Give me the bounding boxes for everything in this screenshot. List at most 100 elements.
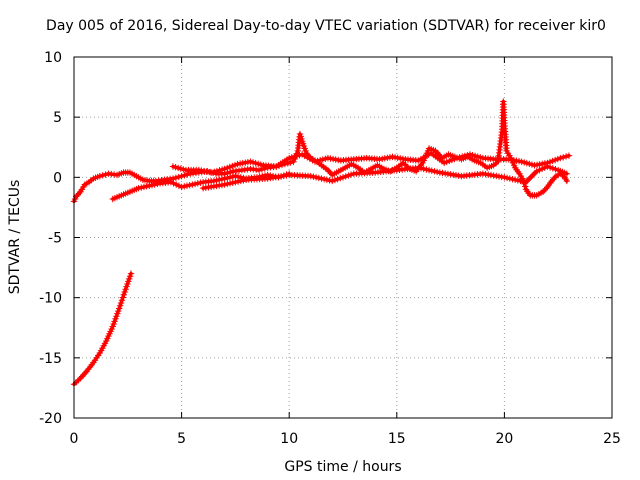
data-point bbox=[146, 182, 153, 189]
data-point bbox=[542, 185, 550, 192]
data-point bbox=[151, 181, 158, 188]
y-tick-label: -5 bbox=[48, 231, 62, 247]
data-point bbox=[172, 174, 180, 181]
data-point bbox=[326, 168, 333, 175]
x-tick-label: 0 bbox=[70, 431, 79, 447]
y-tick-label: -15 bbox=[39, 351, 62, 367]
data-point bbox=[224, 174, 231, 182]
data-point bbox=[423, 166, 430, 173]
data-point bbox=[501, 174, 508, 181]
data-point bbox=[229, 179, 236, 186]
data-point bbox=[189, 181, 196, 188]
data-point bbox=[178, 172, 185, 180]
data-point bbox=[324, 166, 332, 174]
data-point bbox=[175, 182, 183, 189]
data-point bbox=[221, 181, 228, 188]
data-point bbox=[307, 172, 314, 180]
x-tick-label: 15 bbox=[388, 431, 406, 447]
y-tick-label: -10 bbox=[39, 291, 62, 307]
data-point bbox=[425, 166, 433, 174]
data-point bbox=[320, 175, 328, 183]
data-point bbox=[148, 181, 156, 189]
data-point bbox=[116, 302, 124, 309]
data-point bbox=[539, 188, 547, 195]
data-point bbox=[226, 174, 234, 181]
data-point bbox=[345, 172, 352, 179]
data-point bbox=[216, 176, 223, 183]
data-marks bbox=[70, 98, 573, 388]
data-point bbox=[178, 183, 185, 191]
data-point bbox=[75, 190, 83, 197]
data-point bbox=[102, 171, 109, 178]
data-point bbox=[347, 171, 355, 178]
data-point bbox=[415, 164, 422, 171]
data-point bbox=[120, 291, 128, 298]
data-point bbox=[143, 183, 150, 190]
data-point bbox=[197, 179, 204, 186]
data-point bbox=[224, 180, 231, 188]
data-point bbox=[331, 176, 339, 184]
y-tick-label: 0 bbox=[53, 170, 62, 186]
data-point bbox=[549, 165, 557, 172]
data-point bbox=[546, 164, 554, 171]
data-point bbox=[544, 163, 551, 170]
data-point bbox=[563, 177, 571, 185]
data-point bbox=[115, 305, 123, 312]
data-point bbox=[213, 177, 220, 184]
data-point bbox=[517, 177, 524, 185]
data-point bbox=[240, 177, 247, 184]
data-point bbox=[232, 172, 239, 180]
data-point bbox=[565, 152, 573, 159]
data-point bbox=[318, 175, 325, 182]
data-point bbox=[119, 294, 127, 301]
y-axis-label: SDTVAR / TECUs bbox=[7, 180, 23, 295]
x-tick-label: 20 bbox=[495, 431, 513, 447]
data-point bbox=[557, 154, 564, 162]
axis-ticks bbox=[73, 56, 613, 419]
data-point bbox=[312, 174, 320, 181]
data-point bbox=[194, 180, 201, 187]
data-point bbox=[514, 177, 522, 184]
data-point bbox=[536, 166, 543, 174]
x-tick-labels: 0 5 10 15 20 25 bbox=[70, 431, 621, 447]
data-point bbox=[186, 181, 193, 189]
data-point bbox=[548, 177, 555, 185]
data-point bbox=[184, 171, 191, 178]
data-point bbox=[323, 176, 331, 183]
data-point bbox=[334, 175, 341, 183]
y-tick-label: -20 bbox=[39, 411, 62, 427]
x-axis-label: GPS time / hours bbox=[284, 459, 401, 475]
data-point bbox=[140, 183, 148, 191]
data-point bbox=[541, 186, 548, 194]
data-point bbox=[509, 175, 516, 183]
data-point bbox=[154, 180, 161, 188]
data-point bbox=[562, 153, 570, 160]
data-point bbox=[127, 270, 135, 277]
data-point bbox=[533, 168, 540, 175]
data-point bbox=[337, 175, 344, 182]
series-kir0-mid-track bbox=[199, 163, 571, 192]
data-point bbox=[221, 175, 228, 182]
series-kir0-upper-track bbox=[169, 150, 573, 176]
data-point bbox=[329, 177, 336, 185]
data-point bbox=[117, 299, 125, 307]
data-point bbox=[229, 173, 236, 180]
data-point bbox=[181, 172, 188, 179]
data-point bbox=[173, 181, 180, 188]
x-tick-label: 10 bbox=[280, 431, 298, 447]
data-point bbox=[315, 174, 322, 182]
data-point bbox=[118, 297, 126, 304]
data-point bbox=[511, 176, 519, 183]
data-point bbox=[121, 288, 128, 296]
data-point bbox=[226, 180, 234, 187]
x-tick-label: 25 bbox=[603, 431, 621, 447]
data-point bbox=[433, 168, 441, 176]
data-point bbox=[210, 177, 218, 185]
chart-title: Day 005 of 2016, Sidereal Day-to-day VTE… bbox=[46, 18, 606, 34]
y-tick-label: 5 bbox=[53, 110, 62, 126]
data-point bbox=[552, 166, 559, 173]
data-point bbox=[170, 180, 177, 187]
series-kir0-descending-arc bbox=[70, 270, 135, 388]
data-point bbox=[138, 184, 145, 191]
